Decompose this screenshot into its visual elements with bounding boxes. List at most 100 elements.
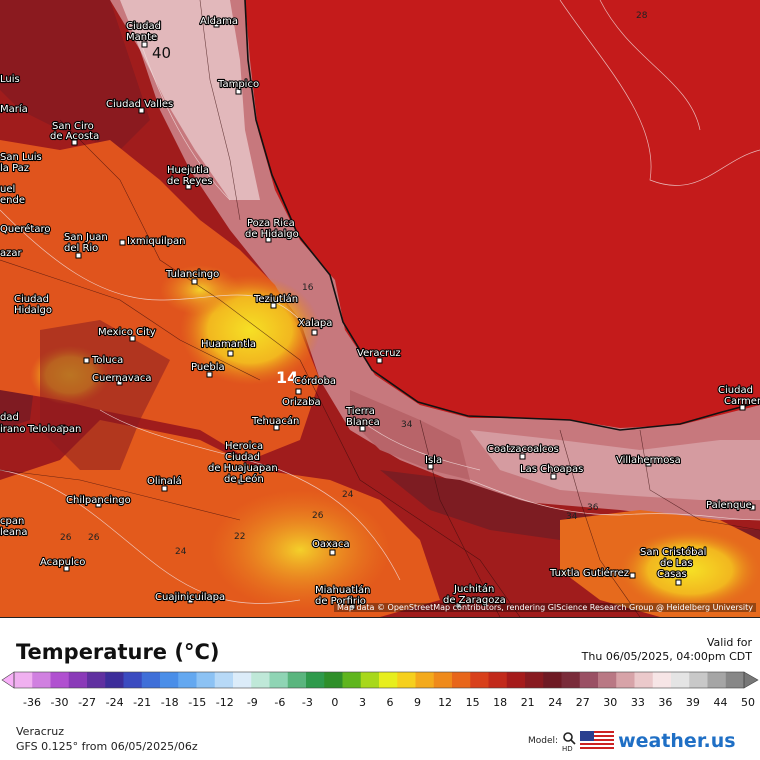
colorbar-swatch [87, 672, 106, 688]
svg-text:36: 36 [587, 503, 599, 513]
colorbar-tick-label: -6 [274, 696, 286, 709]
colorbar-tick-label: 50 [741, 696, 755, 709]
colorbar-swatch [634, 672, 654, 688]
city-labels: Aldama Ciudad Mante Tampico Ciudad Valle… [0, 15, 760, 608]
svg-text:Poza Rica: Poza Rica [247, 218, 295, 229]
colorbar-swatch [543, 672, 562, 688]
state-borders [0, 0, 760, 617]
svg-text:de Reyes: de Reyes [167, 176, 213, 187]
colorbar-swatch [397, 672, 416, 688]
svg-text:Tierra: Tierra [345, 406, 375, 417]
us-flag-icon [580, 731, 615, 751]
model-run: GFS 0.125° from 06/05/2025/06z [16, 740, 198, 753]
svg-text:Cuajinicuilapa: Cuajinicuilapa [155, 592, 225, 603]
svg-text:Oaxaca: Oaxaca [312, 539, 350, 550]
location-info: Veracruz GFS 0.125° from 06/05/2025/06z [16, 724, 198, 754]
colorbar-swatch [725, 672, 745, 688]
colorbar-tick-label: -24 [105, 696, 124, 709]
colorbar-tick-label: 36 [658, 696, 673, 709]
svg-text:Córdoba: Córdoba [294, 375, 336, 387]
colorbar-swatch [561, 672, 581, 688]
svg-text:ende: ende [0, 195, 25, 206]
coastline [244, 0, 760, 431]
svg-text:26: 26 [60, 533, 72, 543]
svg-text:Tampico: Tampico [217, 79, 259, 90]
svg-text:de Hidalgo: de Hidalgo [245, 229, 299, 240]
colorbar-swatch [616, 672, 635, 688]
colorbar-swatch [324, 672, 343, 688]
svg-text:Tulancingo: Tulancingo [165, 269, 219, 280]
colorbar-swatch [233, 672, 252, 688]
temperature-map[interactable]: 28 14 24 26 22 34 36 26 26 24 34 16 40 [0, 0, 760, 618]
colorbar-swatch [671, 672, 690, 688]
colorbar-swatch [579, 672, 599, 688]
colorbar-tick-label: 18 [493, 696, 508, 709]
colorbar-tick-label: -21 [133, 696, 152, 709]
colorbar-swatch [452, 672, 471, 688]
svg-text:Ciudad: Ciudad [14, 294, 49, 305]
svg-text:irano: irano [0, 424, 25, 435]
svg-text:14: 14 [276, 368, 298, 387]
svg-text:uel: uel [0, 184, 15, 195]
isotherm-lines [0, 0, 760, 604]
tierra-blanca-zone [350, 390, 470, 480]
svg-text:Tehuacán: Tehuacán [251, 415, 299, 427]
colorbar-swatch [415, 672, 435, 688]
svg-text:dad: dad [0, 412, 19, 423]
svg-text:leana: leana [0, 527, 28, 538]
svg-text:Carmen: Carmen [724, 396, 760, 407]
colorbar-swatch [50, 672, 70, 688]
colorbar-tick-label: 12 [438, 696, 453, 709]
svg-text:Veracruz: Veracruz [357, 348, 401, 359]
svg-text:Blanca: Blanca [346, 417, 380, 428]
svg-text:Hidalgo: Hidalgo [14, 305, 52, 316]
svg-text:Las Choapas: Las Choapas [520, 464, 583, 475]
svg-text:de Zaragoza: de Zaragoza [443, 595, 506, 606]
svg-text:24: 24 [342, 490, 354, 500]
colorbar-tick-label: 15 [465, 696, 480, 709]
svg-text:Chilpancingo: Chilpancingo [66, 495, 131, 506]
colorbar-swatch [360, 672, 380, 688]
model-label: Model: [528, 736, 559, 746]
svg-text:Mante: Mante [126, 32, 157, 43]
svg-text:Casas: Casas [657, 569, 687, 580]
svg-text:34: 34 [401, 420, 413, 430]
colorbar-swatch [160, 672, 179, 688]
colorbar-swatch [196, 672, 216, 688]
svg-text:San Luis: San Luis [0, 152, 42, 163]
colorbar-tick-label: 0 [331, 696, 339, 709]
svg-text:Acapulco: Acapulco [40, 557, 85, 568]
colorbar-tick-label: 30 [603, 696, 618, 709]
colorbar-swatch [470, 672, 489, 688]
colorbar-swatch [306, 672, 325, 688]
svg-text:de Huajuapan: de Huajuapan [208, 463, 278, 474]
colorbar-swatch [269, 672, 289, 688]
svg-text:Olinalá: Olinalá [147, 475, 182, 487]
colorbar-tick-label: 24 [548, 696, 563, 709]
brand-logo[interactable]: weather.us [618, 730, 736, 752]
svg-text:16: 16 [302, 283, 314, 293]
svg-text:Luis: Luis [0, 74, 20, 85]
svg-text:22: 22 [234, 532, 245, 542]
svg-text:Huamantla: Huamantla [201, 339, 256, 350]
colorbar-tick-label: -12 [215, 696, 234, 709]
svg-text:Puebla: Puebla [191, 362, 225, 373]
colorbar-swatch [652, 672, 672, 688]
colorbar-tick-label: -30 [50, 696, 69, 709]
colorbar-tick-label: 9 [414, 696, 422, 709]
svg-text:Tuxtla Gutiérrez: Tuxtla Gutiérrez [549, 567, 629, 579]
svg-text:Palenque: Palenque [706, 500, 752, 511]
colorbar-tick-label: 3 [358, 696, 366, 709]
colorbar-tick-label: 33 [630, 696, 645, 709]
colorbar-swatch [14, 672, 33, 688]
legend-panel: Temperature (°C) Valid for Thu 06/05/202… [0, 618, 760, 760]
tabasco-hot-zone [470, 430, 760, 500]
svg-text:Ciudad: Ciudad [718, 385, 753, 396]
svg-text:28: 28 [636, 11, 648, 21]
svg-text:Querétaro: Querétaro [0, 223, 50, 235]
svg-text:HD: HD [562, 745, 573, 751]
contour-label-40: 40 [152, 44, 171, 62]
brand-block[interactable]: Model: HD weather.us [528, 730, 736, 752]
city-markers [43, 21, 756, 610]
valid-label: Valid for [706, 636, 752, 649]
